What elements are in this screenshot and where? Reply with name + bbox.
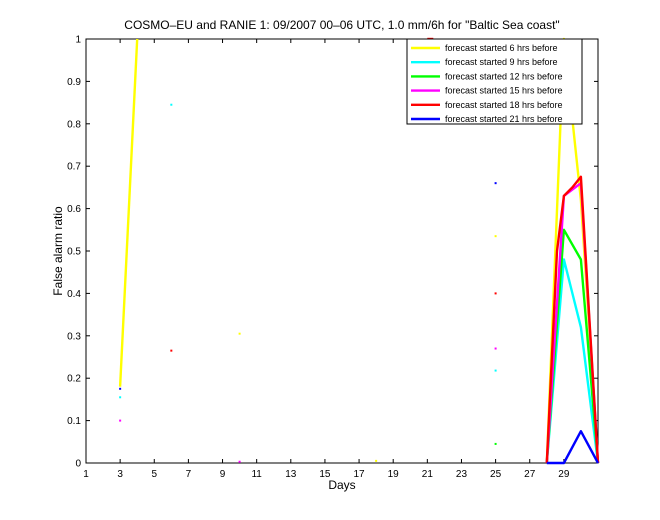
x-tick-label: 17 bbox=[354, 469, 366, 480]
data-point-1 bbox=[494, 235, 497, 238]
data-point-4 bbox=[238, 460, 241, 463]
legend-label-4: forecast started 15 hrs before bbox=[445, 86, 563, 96]
y-tick-label: 0.7 bbox=[67, 162, 81, 173]
y-tick-label: 0.9 bbox=[67, 77, 81, 88]
legend-label-1: forecast started 6 hrs before bbox=[445, 43, 558, 53]
x-tick-label: 25 bbox=[490, 469, 502, 480]
data-point-4 bbox=[494, 347, 497, 350]
x-tick-label: 5 bbox=[151, 469, 157, 480]
legend: forecast started 6 hrs before forecast st… bbox=[406, 38, 583, 125]
legend-label-5: forecast started 18 hrs before bbox=[445, 100, 563, 110]
data-point-2 bbox=[170, 103, 173, 106]
x-tick-label: 7 bbox=[186, 469, 192, 480]
data-point-3 bbox=[494, 442, 497, 445]
series-points bbox=[119, 103, 497, 463]
x-axis-label: Days bbox=[328, 478, 355, 492]
data-point-6 bbox=[494, 182, 497, 185]
y-tick-label: 0.2 bbox=[67, 374, 81, 385]
y-axis-label: False alarm ratio bbox=[51, 206, 65, 296]
y-tick-label: 0.4 bbox=[67, 289, 81, 300]
y-tick-label: 0.8 bbox=[67, 119, 81, 130]
y-tick-label: 0.3 bbox=[67, 331, 81, 342]
x-axis: 1 3 5 7 9 11 13 15 17 19 21 23 25 27 29 bbox=[83, 39, 570, 480]
x-tick-label: 1 bbox=[83, 469, 89, 480]
series-line-6 bbox=[546, 430, 600, 465]
y-tick-label: 0.1 bbox=[67, 416, 81, 427]
y-axis: 0 0.1 0.2 0.3 0.4 0.5 0.6 0.7 0.8 0.9 1 bbox=[67, 35, 598, 470]
x-tick-label: 11 bbox=[251, 469, 262, 480]
legend-label-2: forecast started 9 hrs before bbox=[445, 57, 558, 67]
legend-label-3: forecast started 12 hrs before bbox=[445, 71, 563, 81]
y-tick-label: 1 bbox=[75, 35, 81, 46]
series-line-5 bbox=[545, 175, 600, 464]
chart-title: COSMO–EU and RANIE 1: 09/2007 00–06 UTC,… bbox=[124, 18, 559, 32]
x-tick-label: 27 bbox=[524, 469, 536, 480]
data-point-1 bbox=[375, 459, 378, 462]
legend-box bbox=[406, 38, 583, 125]
x-tick-label: 13 bbox=[285, 469, 297, 480]
data-point-2 bbox=[119, 396, 122, 399]
x-tick-label: 29 bbox=[558, 469, 570, 480]
x-tick-label: 9 bbox=[220, 469, 226, 480]
x-tick-label: 15 bbox=[319, 469, 331, 480]
data-point-2 bbox=[494, 369, 497, 372]
series-line-1 bbox=[118, 38, 139, 387]
data-point-1 bbox=[238, 332, 241, 335]
data-point-6 bbox=[119, 387, 122, 390]
x-tick-label: 19 bbox=[388, 469, 400, 480]
data-point-5 bbox=[494, 292, 497, 295]
y-tick-label: 0.5 bbox=[67, 247, 81, 258]
y-tick-label: 0.6 bbox=[67, 204, 81, 215]
data-point-5 bbox=[170, 349, 173, 352]
series-lines bbox=[118, 37, 600, 465]
data-point-4 bbox=[119, 419, 122, 422]
legend-label-6: forecast started 21 hrs before bbox=[445, 114, 563, 124]
x-tick-label: 21 bbox=[422, 469, 434, 480]
y-tick-label: 0 bbox=[75, 459, 81, 470]
x-tick-label: 23 bbox=[456, 469, 468, 480]
x-tick-label: 3 bbox=[117, 469, 123, 480]
